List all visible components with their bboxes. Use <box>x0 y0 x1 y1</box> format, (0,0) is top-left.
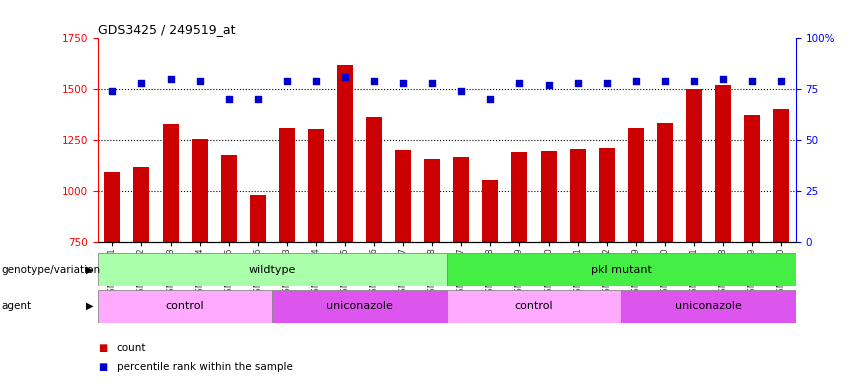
Text: ▶: ▶ <box>86 265 94 275</box>
Bar <box>98 253 447 286</box>
Bar <box>715 85 731 242</box>
Point <box>658 78 671 84</box>
Text: count: count <box>117 343 146 353</box>
Point <box>600 80 614 86</box>
Bar <box>686 89 702 242</box>
Text: percentile rank within the sample: percentile rank within the sample <box>117 362 293 372</box>
Point <box>193 78 207 84</box>
Bar <box>569 149 585 242</box>
Bar <box>395 151 411 242</box>
Point <box>774 78 788 84</box>
Bar <box>774 109 789 242</box>
Bar <box>511 152 528 242</box>
Text: ■: ■ <box>98 362 107 372</box>
Text: uniconazole: uniconazole <box>326 301 393 311</box>
Point <box>454 88 468 94</box>
Point <box>280 78 294 84</box>
Bar <box>621 290 796 323</box>
Point <box>106 88 119 94</box>
Point <box>571 80 585 86</box>
Text: genotype/variation: genotype/variation <box>2 265 100 275</box>
Bar <box>272 290 447 323</box>
Point <box>338 74 351 80</box>
Point <box>512 80 526 86</box>
Bar <box>447 253 796 286</box>
Text: pkl mutant: pkl mutant <box>591 265 652 275</box>
Point <box>745 78 759 84</box>
Point <box>251 96 265 103</box>
Bar <box>447 290 621 323</box>
Text: uniconazole: uniconazole <box>675 301 742 311</box>
Bar <box>163 124 179 242</box>
Bar <box>425 159 440 242</box>
Point <box>426 80 439 86</box>
Text: agent: agent <box>2 301 31 311</box>
Point <box>542 82 556 88</box>
Bar <box>250 195 266 242</box>
Text: GDS3425 / 249519_at: GDS3425 / 249519_at <box>98 23 236 36</box>
Bar <box>98 290 272 323</box>
Text: wildtype: wildtype <box>248 265 296 275</box>
Bar <box>337 65 353 242</box>
Bar <box>744 115 760 242</box>
Text: control: control <box>515 301 553 311</box>
Bar <box>105 172 120 242</box>
Point <box>397 80 410 86</box>
Point <box>717 76 730 82</box>
Point <box>163 76 177 82</box>
Point <box>309 78 323 84</box>
Bar <box>483 180 499 242</box>
Point <box>222 96 236 103</box>
Point <box>134 80 148 86</box>
Bar <box>308 129 324 242</box>
Bar <box>366 117 382 242</box>
Bar <box>454 157 469 242</box>
Text: control: control <box>166 301 204 311</box>
Bar <box>279 128 294 242</box>
Bar <box>220 156 237 242</box>
Text: ■: ■ <box>98 343 107 353</box>
Bar <box>134 167 150 242</box>
Point <box>629 78 643 84</box>
Point <box>368 78 381 84</box>
Point <box>687 78 700 84</box>
Bar <box>628 128 643 242</box>
Bar <box>540 151 557 242</box>
Bar <box>657 123 673 242</box>
Point <box>483 96 497 103</box>
Bar <box>599 148 614 242</box>
Bar <box>191 139 208 242</box>
Text: ▶: ▶ <box>86 301 94 311</box>
